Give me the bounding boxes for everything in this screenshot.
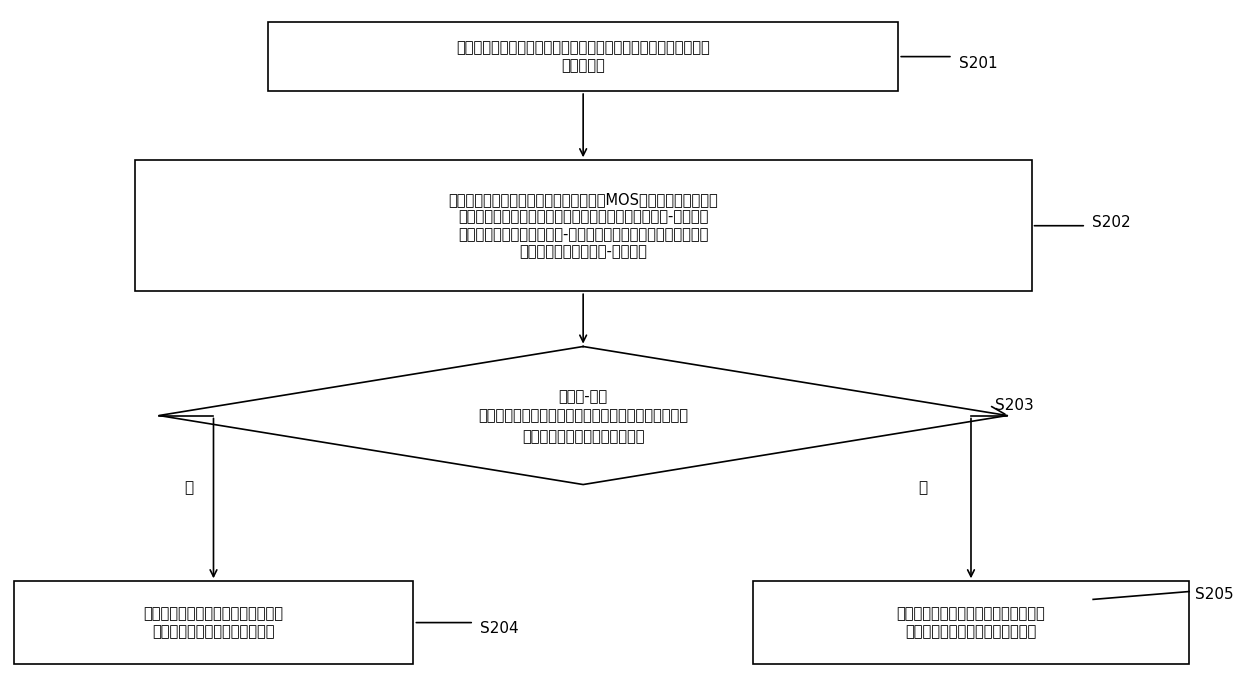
Text: 将逻辑单元电路列为为不可利用反向短
沟道效应提高性能的逻辑单元电路: 将逻辑单元电路列为为不可利用反向短 沟道效应提高性能的逻辑单元电路 xyxy=(897,606,1046,639)
Text: 否: 否 xyxy=(918,480,927,495)
Text: S202: S202 xyxy=(1093,215,1131,230)
Text: 数据进行检查，查看在栅长大于原栅长的区域内是否存: 数据进行检查，查看在栅长大于原栅长的区域内是否存 xyxy=(478,408,688,423)
FancyBboxPatch shape xyxy=(14,581,414,664)
FancyBboxPatch shape xyxy=(135,160,1032,291)
FancyBboxPatch shape xyxy=(753,581,1189,664)
Text: 将逻辑单元电路列为可利用反向短沟
道效应提高性能的逻辑单元电路: 将逻辑单元电路列为可利用反向短沟 道效应提高性能的逻辑单元电路 xyxy=(144,606,284,639)
FancyBboxPatch shape xyxy=(268,22,898,91)
Text: S205: S205 xyxy=(1196,588,1234,602)
Text: S203: S203 xyxy=(995,398,1035,412)
Text: 对每一逻辑单元电路改变逻辑单元电路中MOS器件的栅长，通过对
逻辑单元电路仿真获取对应栅长下逻辑单元电路的输入-输出波形
，测量逻辑单元电路的输入-输出波形获取: 对每一逻辑单元电路改变逻辑单元电路中MOS器件的栅长，通过对 逻辑单元电路仿真获… xyxy=(449,192,719,259)
Text: 对栅长-延时: 对栅长-延时 xyxy=(559,389,607,404)
Text: 在延时小于原栅长下延时的区域: 在延时小于原栅长下延时的区域 xyxy=(522,429,644,444)
Text: S201: S201 xyxy=(959,56,997,71)
Text: S204: S204 xyxy=(481,621,519,635)
Text: 是: 是 xyxy=(185,480,193,495)
Text: 获取所用逻辑单元库中的逻辑单元电路或待优化设计中所引用的逻
辑单元电路: 获取所用逻辑单元库中的逻辑单元电路或待优化设计中所引用的逻 辑单元电路 xyxy=(456,40,710,73)
